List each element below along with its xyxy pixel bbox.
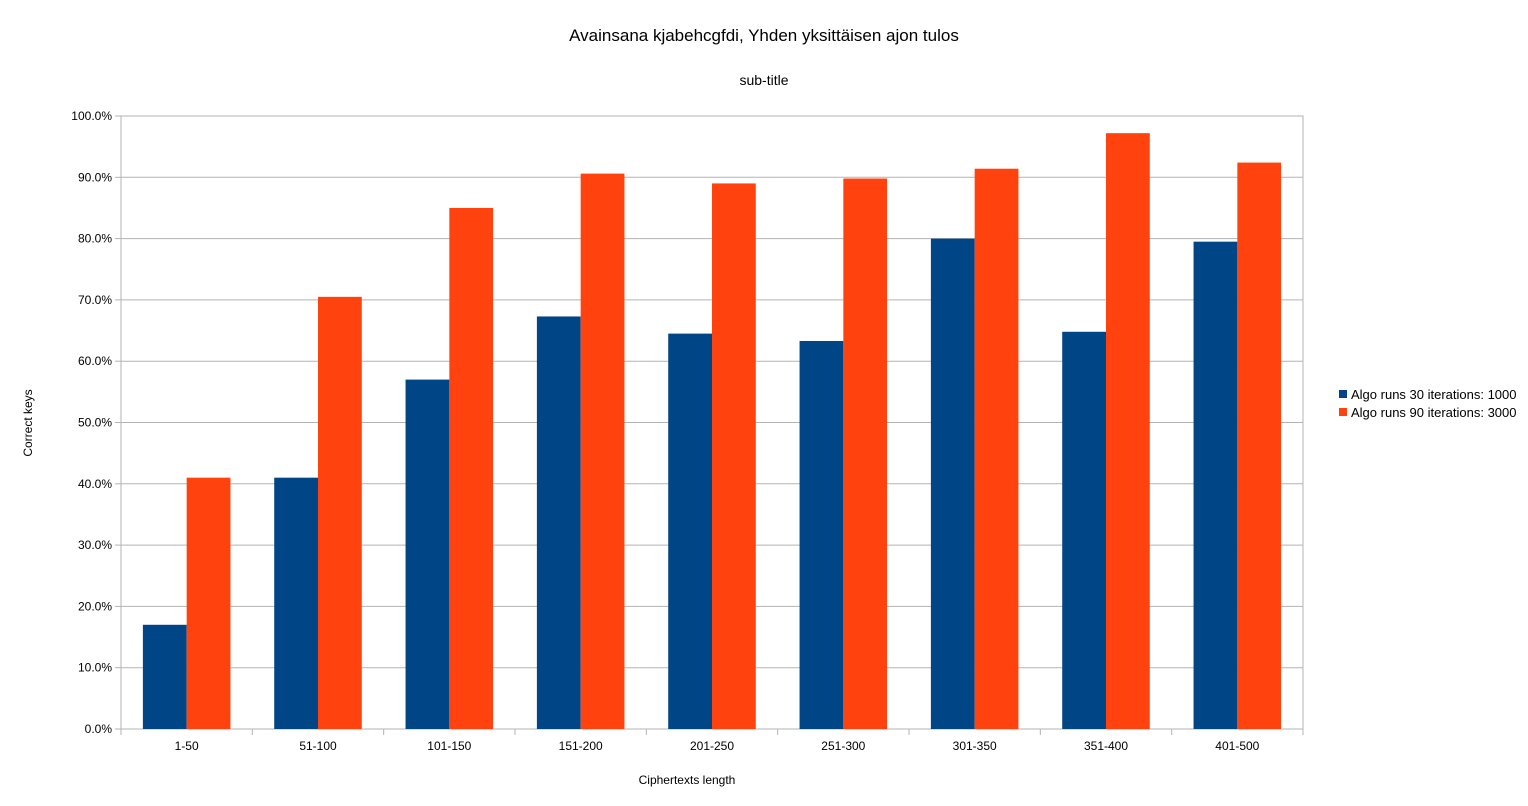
y-tick-label: 60.0% — [78, 354, 112, 368]
bar-series-1-401-500 — [1193, 241, 1238, 730]
bar-series-1-301-350 — [930, 238, 975, 729]
axes: 0.0% 10.0% 20.0% 30.0% 40.0% 50.0% 60.0% 70.0% 8… — [71, 109, 1304, 753]
bar-series-2-201-250 — [712, 183, 756, 729]
bar-series-1-351-400 — [1062, 331, 1106, 729]
y-tick-label: 70.0% — [78, 293, 112, 307]
x-tick-label: 1-50 — [175, 739, 199, 753]
legend-swatch-series-2 — [1339, 408, 1347, 416]
chart-subtitle: sub-title — [739, 72, 788, 88]
bar-series-2-1-50 — [186, 477, 231, 729]
bar-series-2-151-200 — [580, 173, 625, 729]
bar-series-2-251-300 — [843, 178, 888, 729]
y-axis-label: Correct keys — [21, 389, 35, 456]
bar-series-1-251-300 — [799, 340, 844, 729]
y-tick-label: 90.0% — [78, 170, 112, 184]
bar-series-2-301-350 — [974, 168, 1019, 729]
y-tick-label: 40.0% — [78, 477, 112, 491]
y-tick-label: 30.0% — [78, 538, 112, 552]
bar-series-1-201-250 — [668, 333, 712, 729]
y-tick-label: 10.0% — [78, 661, 112, 675]
legend-label-series-2: Algo runs 90 iterations: 3000 — [1351, 405, 1517, 420]
x-tick-label: 51-100 — [299, 739, 337, 753]
bar-series-1-101-150 — [405, 379, 450, 729]
y-tick-label: 20.0% — [78, 599, 112, 613]
chart-title: Avainsana kjabehcgfdi, Yhden yksittäisen… — [569, 26, 959, 45]
bars — [142, 133, 1282, 730]
x-axis-label: Ciphertexts length — [639, 773, 736, 787]
bar-series-1-1-50 — [142, 624, 187, 729]
bar-series-2-101-150 — [449, 207, 494, 729]
x-tick-label: 301-350 — [953, 739, 997, 753]
x-tick-label: 351-400 — [1084, 739, 1128, 753]
bar-series-1-151-200 — [536, 316, 581, 729]
x-tick-label: 151-200 — [559, 739, 603, 753]
y-tick-label: 0.0% — [85, 722, 113, 736]
x-tick-label: 201-250 — [690, 739, 734, 753]
x-tick-label: 251-300 — [821, 739, 865, 753]
bar-series-2-401-500 — [1237, 162, 1282, 729]
x-tick-label: 101-150 — [427, 739, 471, 753]
legend-swatch-series-1 — [1339, 390, 1347, 398]
bar-series-2-51-100 — [318, 296, 362, 729]
x-tick-label: 401-500 — [1215, 739, 1259, 753]
bar-series-2-351-400 — [1106, 133, 1150, 729]
y-tick-label: 100.0% — [71, 109, 112, 123]
legend-label-series-1: Algo runs 30 iterations: 1000 — [1351, 387, 1517, 402]
legend: Algo runs 30 iterations: 1000 Algo runs 9… — [1339, 387, 1517, 420]
y-tick-label: 50.0% — [78, 416, 112, 430]
y-tick-label: 80.0% — [78, 232, 112, 246]
bar-series-1-51-100 — [274, 477, 318, 729]
